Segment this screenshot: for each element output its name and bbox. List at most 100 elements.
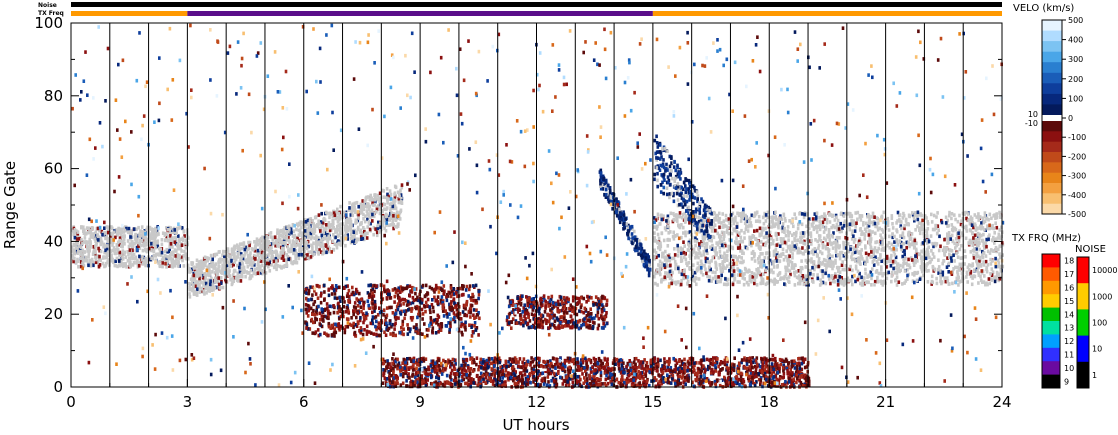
data-cell — [90, 257, 94, 262]
data-cell — [930, 257, 934, 262]
data-cell — [260, 252, 263, 257]
data-cell — [828, 257, 831, 261]
data-cell — [872, 263, 876, 267]
data-cell — [118, 243, 121, 247]
data-cell — [899, 224, 903, 228]
data-cell — [267, 264, 270, 269]
data-cell — [715, 218, 718, 222]
data-cell — [963, 212, 966, 216]
data-cell — [965, 270, 969, 275]
data-cell — [967, 267, 971, 272]
data-cell — [307, 250, 310, 255]
data-cell — [402, 327, 405, 331]
data-cell — [262, 242, 265, 246]
data-cell — [174, 254, 178, 258]
data-cell — [107, 239, 110, 244]
data-cell — [391, 206, 394, 211]
data-cell — [919, 265, 923, 270]
data-cell — [76, 230, 80, 234]
data-cell — [762, 235, 766, 240]
data-cell — [854, 264, 858, 269]
data-cell — [902, 213, 906, 218]
data-cell — [304, 245, 307, 249]
data-cell — [181, 236, 185, 240]
data-cell — [771, 279, 774, 284]
data-cell — [907, 263, 911, 267]
data-cell — [287, 248, 290, 253]
data-cell — [749, 221, 753, 225]
data-cell — [392, 199, 396, 203]
data-cell — [876, 280, 880, 284]
data-cell — [383, 289, 386, 294]
data-cell — [895, 247, 898, 252]
data-cell — [138, 242, 142, 246]
data-cell — [437, 322, 440, 327]
txfreq-segment — [652, 11, 1002, 16]
data-cell — [207, 281, 211, 285]
data-cell — [811, 279, 814, 283]
data-cell — [390, 325, 393, 329]
data-cell — [87, 252, 91, 256]
data-cell — [264, 271, 268, 275]
data-cell — [309, 285, 312, 289]
data-cell — [842, 254, 846, 258]
data-cell — [261, 244, 264, 249]
data-cell — [268, 246, 272, 250]
data-cell — [366, 291, 370, 295]
data-cell — [917, 221, 921, 225]
data-cell — [255, 237, 259, 241]
data-cell — [77, 265, 80, 269]
data-cell — [981, 255, 985, 260]
data-cell — [996, 258, 1000, 263]
data-cell — [755, 275, 758, 279]
data-cell — [912, 216, 916, 221]
data-cell — [321, 243, 324, 248]
data-cell — [759, 272, 762, 277]
data-cell — [211, 260, 215, 265]
data-cell — [743, 236, 746, 240]
data-cell — [903, 261, 906, 265]
data-cell — [342, 304, 346, 309]
data-cell — [777, 219, 780, 223]
data-cell — [328, 228, 332, 233]
data-cell — [320, 250, 323, 254]
data-cell — [249, 258, 253, 263]
data-cell — [232, 256, 236, 261]
data-cell — [219, 286, 222, 290]
data-cell — [259, 259, 263, 263]
data-cell — [870, 276, 873, 281]
data-cell — [940, 281, 943, 286]
data-cell — [337, 223, 340, 228]
data-cell — [365, 329, 369, 334]
data-cell — [686, 279, 690, 284]
data-cell — [733, 278, 736, 282]
data-cell — [987, 277, 991, 281]
data-cell — [748, 242, 751, 246]
data-cell — [977, 271, 980, 275]
data-cell — [289, 256, 292, 261]
data-cell — [81, 261, 84, 266]
data-cell — [717, 256, 721, 260]
data-cell — [740, 249, 744, 253]
data-cell — [984, 254, 988, 258]
data-cell — [339, 236, 343, 240]
data-cell — [868, 229, 871, 233]
data-cell — [391, 218, 395, 222]
data-cell — [831, 266, 834, 271]
data-cell — [152, 253, 156, 258]
data-cell — [991, 259, 994, 263]
data-cell — [207, 278, 210, 283]
data-cell — [257, 269, 260, 273]
data-cell — [760, 275, 763, 279]
data-cell — [355, 315, 358, 320]
data-cell — [249, 274, 253, 279]
data-cell — [363, 328, 366, 332]
data-cell — [835, 253, 838, 258]
data-cell — [887, 241, 891, 245]
data-cell — [440, 295, 444, 299]
data-cell — [209, 279, 212, 283]
data-cell — [895, 238, 898, 242]
data-cell — [672, 280, 676, 285]
data-cell — [253, 254, 257, 259]
data-cell — [369, 197, 372, 201]
